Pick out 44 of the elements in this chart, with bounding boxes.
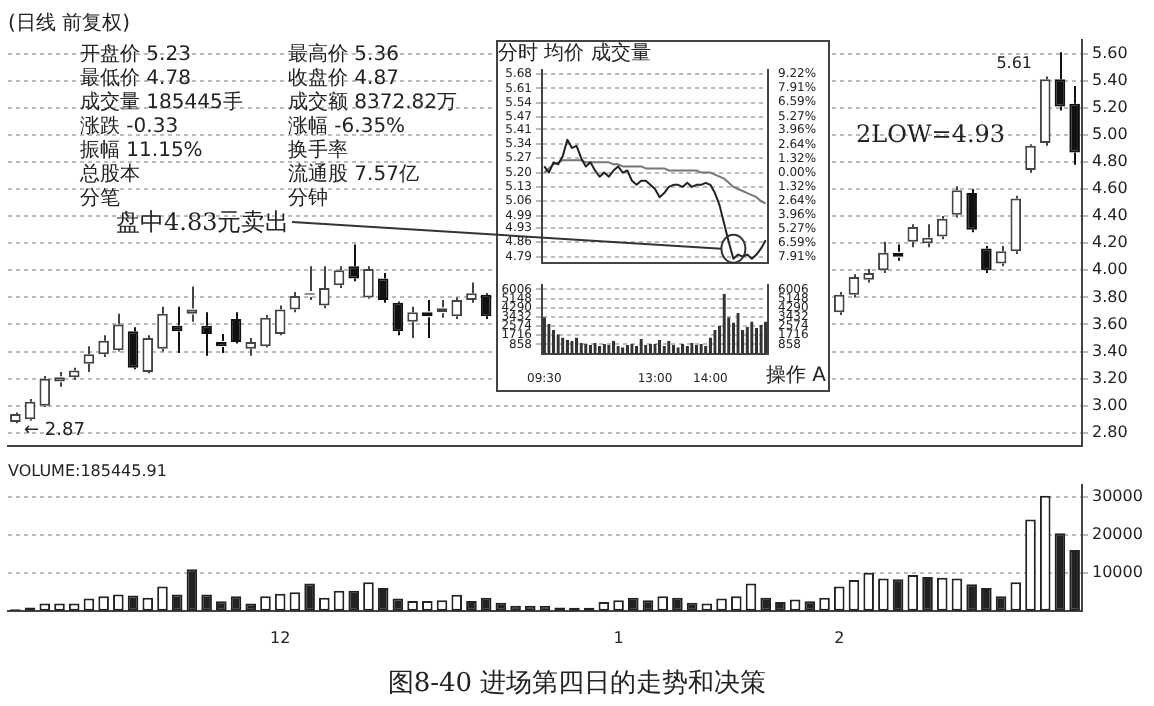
annotation: 5.61	[996, 54, 1032, 73]
chart-title: VOLUME:185445.91	[8, 461, 167, 480]
y-tick-label: 4.40	[1092, 206, 1128, 225]
annotation: 2LOW=4.93	[856, 120, 1006, 149]
y-tick-label: 5.00	[1092, 124, 1128, 143]
annotation: 盘中4.83元卖出	[116, 208, 290, 236]
chart-title: 分时 均价 成交量	[498, 41, 651, 66]
y-tick-label: 4.80	[1092, 152, 1128, 171]
x-tick-label: 2	[834, 628, 845, 647]
y-tick-label: 4.60	[1092, 179, 1128, 198]
y-tick-label: 4.00	[1092, 260, 1128, 279]
chart-title: (日线 前复权)	[8, 11, 131, 36]
y-tick-label: 3.60	[1092, 314, 1128, 333]
annotation: 分钟	[288, 188, 330, 212]
y-tick-label: 5.20	[1092, 97, 1128, 116]
annotation: 振幅 11.15%	[80, 140, 205, 163]
y-tick-label: 5.40	[1092, 70, 1128, 89]
caption: 图8-40 进场第四日的走势和决策	[387, 668, 767, 699]
annotation: 分笔	[80, 188, 122, 211]
annotation: 收盘价 4.87	[288, 68, 401, 91]
annotation: 开盘价 5.23	[80, 44, 193, 68]
x-tick-label: 1	[613, 628, 624, 647]
annotation: 操作 A	[765, 363, 827, 388]
annotation: 涨跌 -0.33	[80, 116, 181, 140]
annotation: 涨幅 -6.35%	[288, 116, 408, 139]
annotation: 换手率	[288, 140, 350, 163]
annotation: 最低价 4.78	[80, 68, 193, 91]
y-tick-label: 30000	[1092, 486, 1143, 505]
y-tick-label: 3.80	[1092, 287, 1128, 306]
y-tick-label: 4.20	[1092, 233, 1128, 252]
annotation: 总股本	[80, 164, 142, 188]
y-tick-label: 3.00	[1092, 395, 1128, 414]
x-tick-label: 12	[269, 628, 291, 647]
y-tick-label: 3.20	[1092, 368, 1128, 387]
annotation: 成交额 8372.82万	[288, 92, 460, 115]
y-tick-label: 20000	[1092, 524, 1143, 543]
annotation: 最高价 5.36	[288, 44, 401, 68]
annotation: 成交量 185445手	[80, 92, 245, 115]
y-tick-label: 10000	[1092, 562, 1143, 581]
annotation: 流通股 7.57亿	[288, 164, 421, 187]
y-tick-label: 5.60	[1092, 43, 1128, 62]
y-tick-label: 3.40	[1092, 341, 1128, 360]
annotation: ← 2.87	[24, 420, 85, 441]
y-tick-label: 2.80	[1092, 423, 1128, 442]
